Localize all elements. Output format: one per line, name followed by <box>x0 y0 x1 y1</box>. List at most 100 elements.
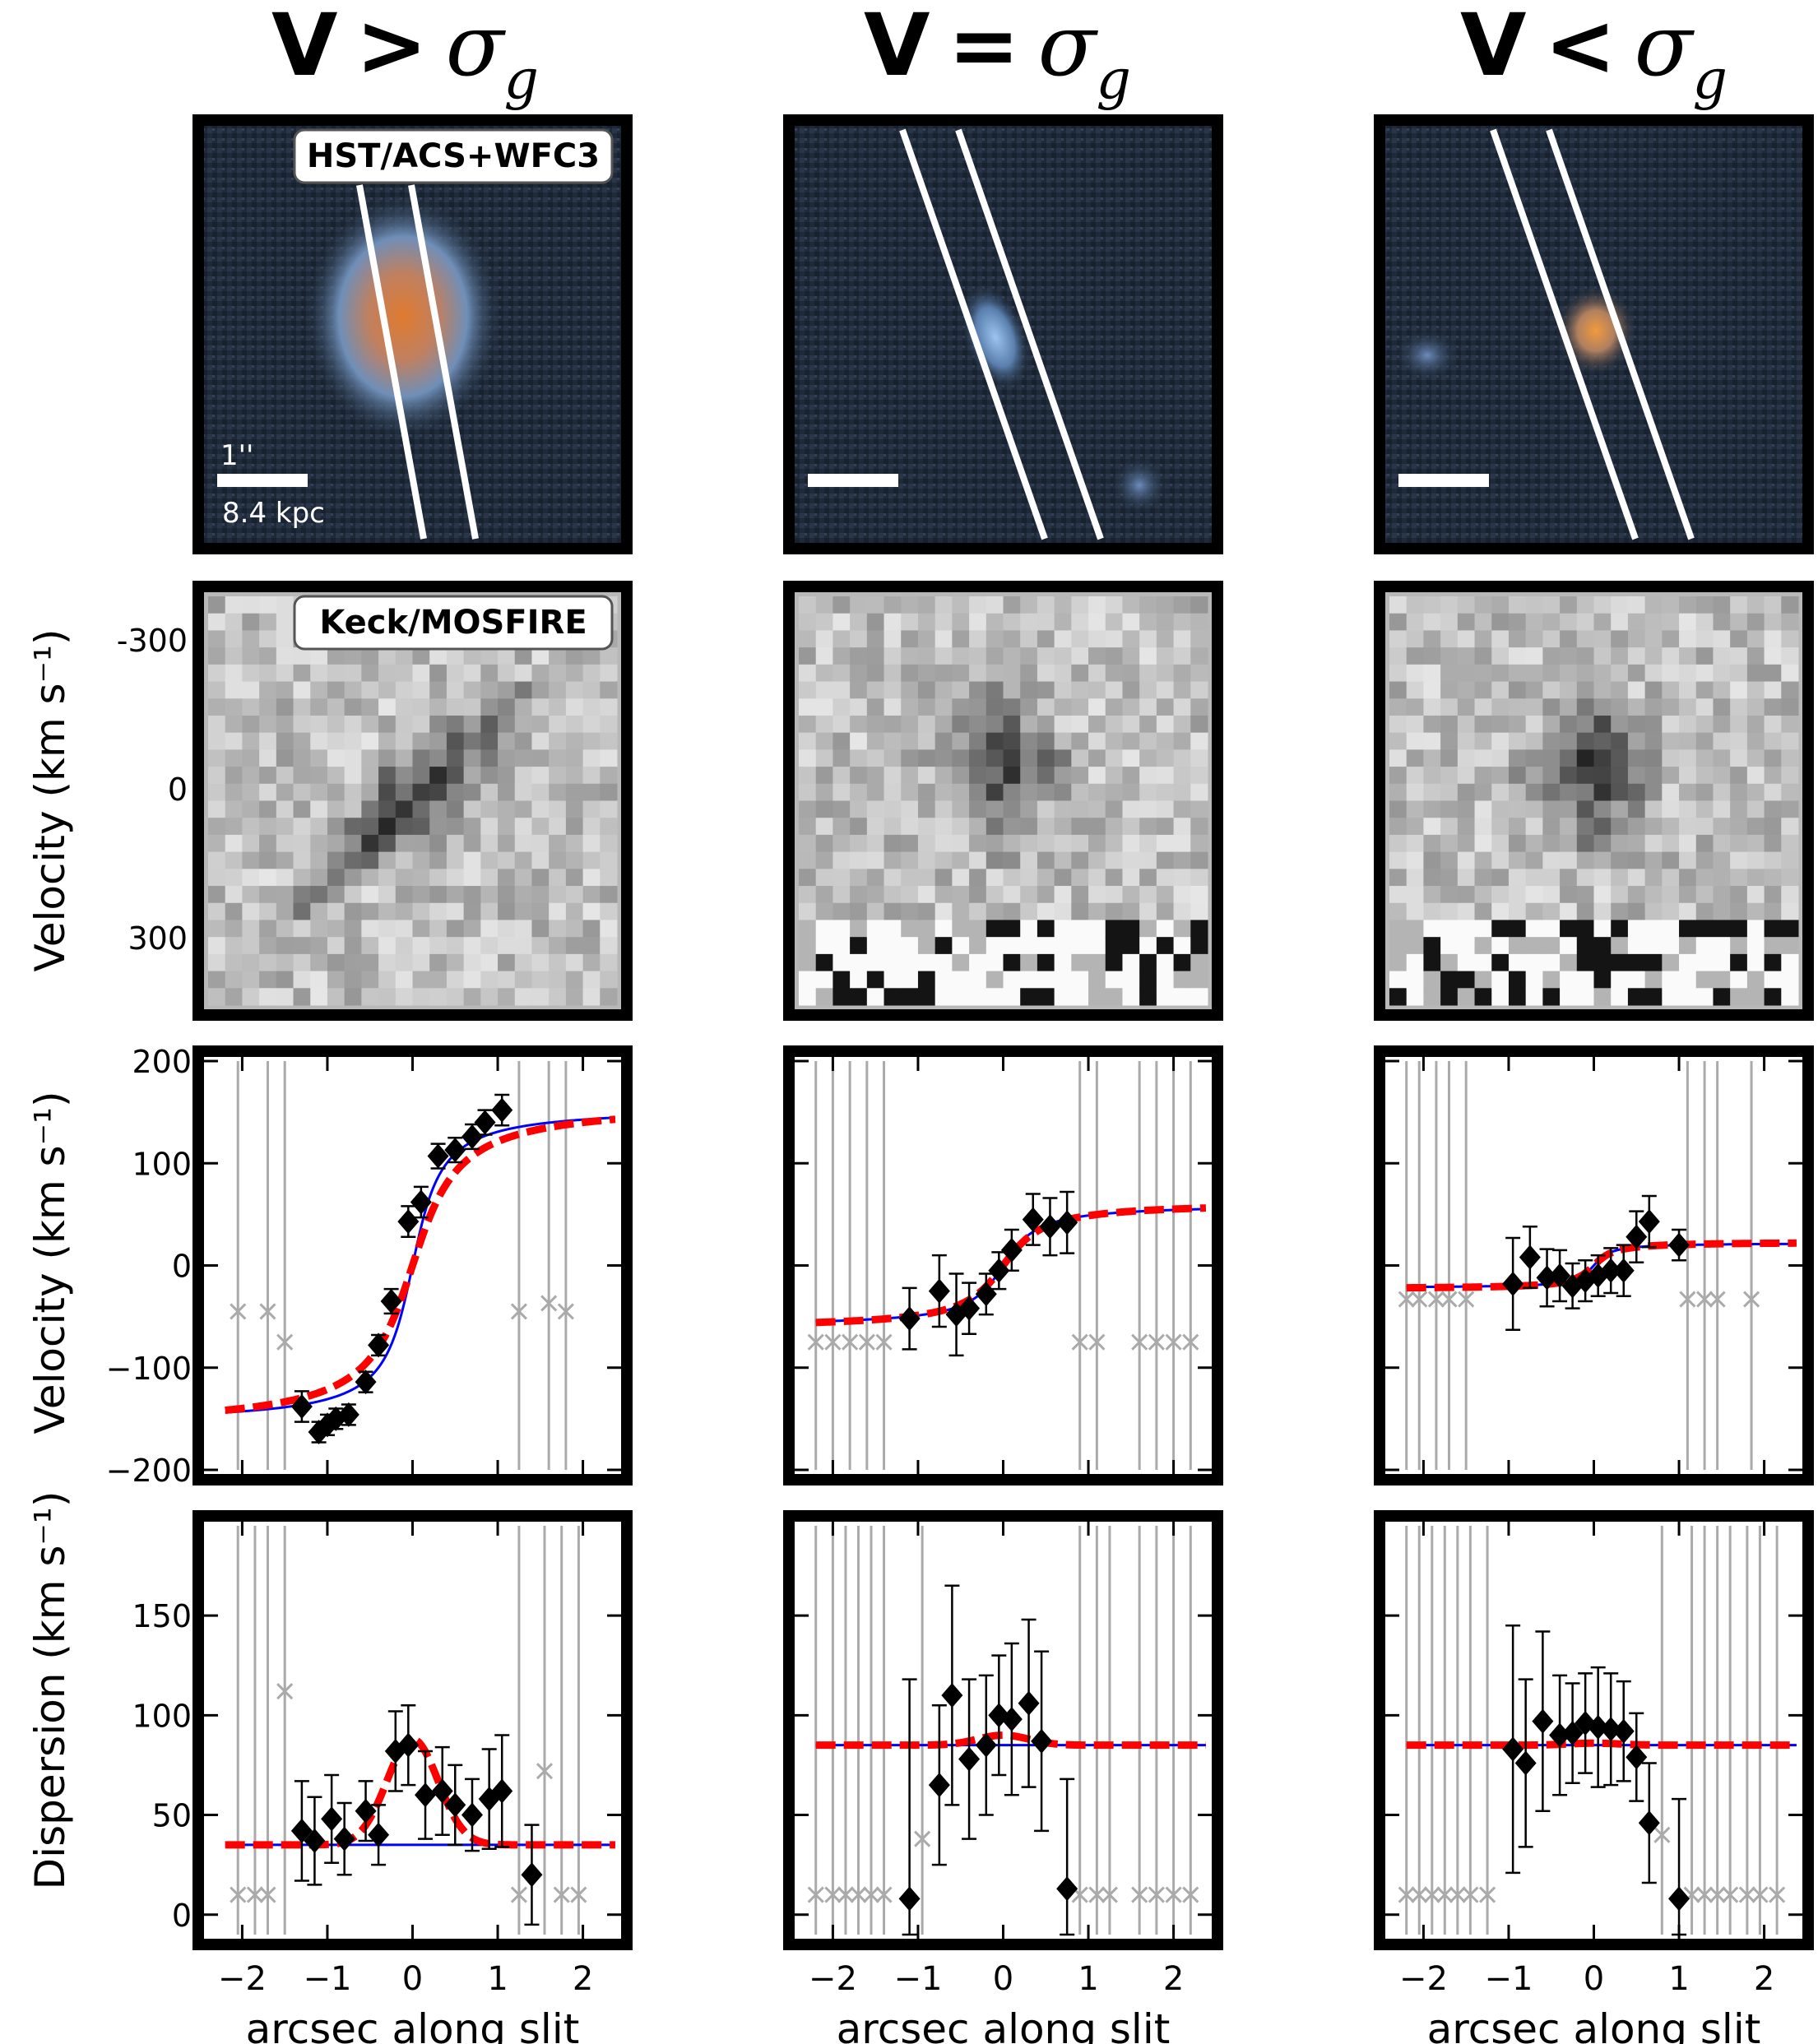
spectrum-pixel <box>901 630 919 648</box>
x-tick-label: 2 <box>573 1960 593 1998</box>
spectrum-pixel <box>412 767 430 785</box>
spectrum-pixel <box>1695 851 1714 869</box>
spectrum-pixel <box>1695 988 1714 1006</box>
masked-point <box>1440 1291 1458 1308</box>
spectrum-pixel <box>208 715 226 734</box>
spectrum-pixel <box>1746 767 1765 785</box>
spectrum-pixel <box>815 800 833 818</box>
spectrum-pixel <box>327 902 346 920</box>
spectrum-pixel <box>1730 971 1748 989</box>
spectrum-pixel <box>276 732 294 750</box>
spectrum-pixel <box>327 953 346 972</box>
spectrum-pixel <box>1139 698 1157 716</box>
spectrum-pixel <box>1644 630 1663 648</box>
spectrum-pixel <box>1713 920 1731 938</box>
spectrum-pixel <box>815 920 833 938</box>
spectrum-pixel <box>293 664 311 683</box>
spectrum-pixel <box>832 902 851 920</box>
spectrum-pixel <box>1491 647 1510 665</box>
spectrum-pixel <box>1474 596 1492 614</box>
spectrum-pixel <box>799 749 817 767</box>
spectrum-pixel <box>1173 971 1191 989</box>
spectrum-pixel <box>242 698 260 716</box>
spectrum-pixel <box>901 988 919 1006</box>
spectrum-pixel <box>1088 988 1106 1006</box>
spectrum-pixel <box>1560 886 1578 904</box>
spectrum-pixel <box>832 869 851 887</box>
spectrum-pixel <box>208 613 226 631</box>
spectrum-pixel <box>1611 902 1629 920</box>
spectrum-pixel <box>815 664 833 683</box>
spectrum-pixel <box>935 783 953 801</box>
spectrum-pixel <box>1662 818 1680 836</box>
spectrum-pixel <box>1088 749 1106 767</box>
spectrum-pixel <box>1525 800 1543 818</box>
spectrum-pixel <box>293 971 311 989</box>
spectrum-pixel <box>815 613 833 631</box>
spectrum-pixel <box>1644 715 1663 734</box>
spectrum-pixel <box>1003 869 1021 887</box>
spectrum-pixel <box>378 715 397 734</box>
spectrum-pixel <box>815 783 833 801</box>
spectrum-pixel <box>293 818 311 836</box>
spectrum-pixel <box>259 698 277 716</box>
spectrum-pixel <box>1105 630 1123 648</box>
spectrum-pixel <box>1627 715 1646 734</box>
spectrum-pixel <box>1054 664 1072 683</box>
spectrum-pixel <box>1190 800 1208 818</box>
spectrum-pixel <box>1695 920 1714 938</box>
spectrum-pixel <box>1440 851 1459 869</box>
spectrum-pixel <box>1037 800 1055 818</box>
spectrum-pixel <box>850 988 868 1006</box>
spectrum-pixel <box>883 596 902 614</box>
spectrum-pixel <box>986 988 1004 1006</box>
spectrum-pixel <box>1190 783 1208 801</box>
spectrum-pixel <box>208 902 226 920</box>
spectrum-pixel <box>1764 971 1782 989</box>
spectrum-pixel <box>225 715 243 734</box>
spectrum-pixel <box>225 869 243 887</box>
spectrum-pixel <box>1474 647 1492 665</box>
spectrum-pixel <box>815 902 833 920</box>
spectrum-pixel <box>1156 767 1175 785</box>
spectrum-pixel <box>1389 613 1408 631</box>
masked-point <box>1709 1886 1726 1903</box>
spectrum-pixel <box>1088 732 1106 750</box>
spectrum-ytick: 0 <box>168 772 188 808</box>
y-tick-label: 100 <box>132 1146 192 1182</box>
spectrum-pixel <box>242 953 260 972</box>
spectrum-pixel <box>883 715 902 734</box>
spectrum-pixel <box>1730 698 1748 716</box>
instrument-label-box <box>293 595 614 651</box>
spectrum-pixel <box>1088 869 1106 887</box>
spectrum-pixel <box>208 800 226 818</box>
spectrum-pixel <box>1054 886 1072 904</box>
spectrum-pixel <box>901 834 919 853</box>
spectrum-pixel <box>832 953 851 972</box>
spectrum-pixel <box>276 920 294 938</box>
spectrum-pixel <box>549 715 567 734</box>
spectrum-pixel <box>1474 613 1492 631</box>
spectrum-pixel <box>832 937 851 955</box>
data-point <box>368 1822 390 1847</box>
spectrum-pixel <box>1627 749 1646 767</box>
spectrum-pixel <box>208 732 226 750</box>
spectrum-pixel <box>1457 783 1476 801</box>
masked-point <box>807 1886 824 1903</box>
y-tick-label: 150 <box>132 1598 192 1634</box>
spectrum-pixel <box>1423 937 1441 955</box>
spectrum-pixel <box>531 681 550 699</box>
x-axis-label: arcsec along slit <box>1427 2005 1761 2044</box>
spectrum-pixel <box>1020 647 1038 665</box>
spectrum-pixel <box>901 953 919 972</box>
spectrum-pixel <box>1389 834 1408 853</box>
spectrum-pixel <box>1054 920 1072 938</box>
spectrum-pixel <box>463 869 481 887</box>
spectrum-pixel <box>1474 681 1492 699</box>
y-tick-label: 100 <box>132 1698 192 1734</box>
slit-edge <box>1546 128 1695 540</box>
spectrum-pixel <box>1627 971 1646 989</box>
spectrum-pixel <box>1071 596 1089 614</box>
spectrum-pixel <box>412 920 430 938</box>
spectrum-pixel <box>1627 681 1646 699</box>
